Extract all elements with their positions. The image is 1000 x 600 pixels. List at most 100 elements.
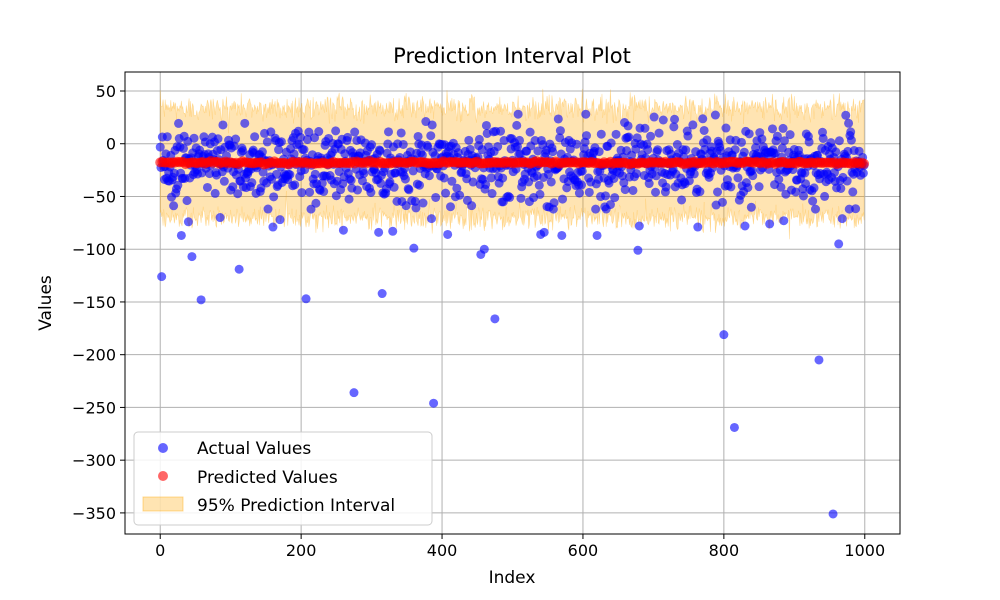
actual-point [553,114,563,124]
actual-point [366,188,376,197]
actual-point [623,121,633,131]
actual-point [299,145,309,155]
actual-point [809,183,819,193]
actual-point [558,194,568,204]
actual-point [304,127,314,137]
actual-point [384,127,393,137]
actual-point [262,137,272,147]
actual-point [658,115,668,125]
actual-point [776,182,786,192]
actual-point [669,122,679,132]
actual-point [834,136,844,146]
actual-point [791,187,801,197]
actual-point [173,180,183,190]
actual-point [778,123,788,133]
actual-point [269,192,279,202]
actual-point [831,147,841,157]
actual-point [609,173,619,183]
actual-point [468,177,478,187]
actual-point [611,129,621,139]
actual-point [549,198,559,208]
actual-point [240,118,250,128]
actual-point [400,174,410,184]
actual-point [219,176,229,186]
actual-point [577,166,587,176]
actual-outlier-point [187,252,197,262]
y-tick-label: −50 [82,187,116,206]
actual-point [202,182,212,192]
actual-point [218,120,228,130]
actual-point [418,198,428,208]
actual-point [452,183,462,193]
actual-point [413,131,423,141]
actual-point [257,147,267,157]
actual-point [182,196,192,206]
actual-point [746,202,756,212]
actual-outlier-point [719,330,729,340]
actual-point [798,191,808,201]
legend-interval-label: 95% Prediction Interval [197,496,395,516]
actual-point [632,169,641,179]
predicted-point [859,158,870,169]
y-tick-label: −100 [72,240,116,259]
actual-point [464,135,474,145]
actual-point [174,118,184,128]
actual-point [670,114,680,124]
legend-interval-swatch [142,496,184,512]
y-tick-label: −250 [72,398,116,417]
actual-point [297,188,307,198]
actual-point [688,120,698,130]
actual-outlier-point [814,355,824,365]
actual-point [654,128,664,138]
actual-point [258,167,268,177]
y-axis-label: Values [36,275,56,331]
actual-point [543,169,553,179]
actual-point [446,202,455,212]
actual-point [617,171,627,181]
actual-point [743,183,753,193]
actual-point [555,126,565,136]
actual-point [290,180,300,190]
actual-point [620,185,630,195]
actual-outlier-point [633,245,643,255]
actual-point [572,139,582,149]
actual-outlier-point [349,388,359,398]
actual-point [350,127,360,137]
x-axis-ticks: 0 200 400 600 800 1000 [155,534,885,560]
actual-outlier-point [479,244,489,254]
actual-outlier-point [426,214,436,224]
actual-point [359,168,369,178]
actual-outlier-point [374,227,384,237]
actual-point [683,131,693,141]
actual-point [250,132,260,142]
chart-title: Prediction Interval Plot [393,44,631,68]
actual-point [702,135,712,145]
actual-point [481,120,491,130]
plot-frame [124,71,901,535]
actual-point [581,131,591,141]
predicted-values-layer [155,155,870,170]
actual-outlier-point [268,222,278,232]
actual-outlier-point [740,221,750,231]
actual-point [411,203,421,213]
actual-outlier-point [176,230,186,240]
legend-box [133,431,433,526]
actual-point [285,170,295,180]
actual-point [274,145,284,155]
actual-outlier-point [765,219,775,229]
actual-point [628,185,638,195]
actual-point [247,178,257,188]
actual-outlier-point [828,509,838,519]
actual-point [367,140,377,150]
actual-point [808,196,818,206]
actual-point [713,187,723,197]
actual-point [754,182,764,192]
actual-point [427,120,437,130]
actual-point [155,142,165,152]
x-tick-label: 0 [155,541,165,560]
actual-point [441,188,451,198]
actual-point [584,187,594,197]
actual-point [677,195,687,205]
actual-point [498,173,508,183]
actual-point [748,171,758,181]
